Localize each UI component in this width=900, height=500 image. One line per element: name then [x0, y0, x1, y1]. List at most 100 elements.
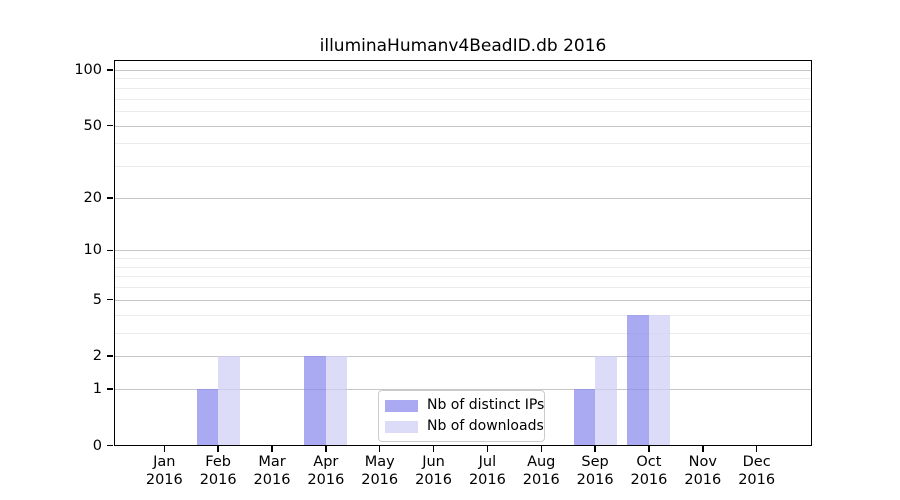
x-tick-month: Nov	[688, 454, 717, 470]
gridline-minor	[114, 98, 812, 100]
x-tick-year: 2016	[361, 472, 399, 488]
x-tick-label-dec: Dec 2016	[725, 453, 789, 489]
x-tick-month: Dec	[742, 454, 771, 470]
y-tick-mark	[107, 249, 113, 252]
bar-distinct-ips-apr	[304, 356, 326, 446]
x-tick-mark	[648, 446, 650, 452]
legend-label-downloads: Nb of downloads	[427, 418, 544, 434]
x-tick-year: 2016	[684, 472, 722, 488]
x-tick-year: 2016	[253, 472, 291, 488]
x-tick-month: Jul	[478, 454, 497, 470]
gridline-minor	[114, 111, 812, 113]
gridline-minor	[114, 287, 812, 289]
y-tick-mark	[107, 124, 113, 127]
x-tick-month: Apr	[313, 454, 339, 470]
y-tick-mark	[107, 355, 113, 357]
x-tick-label-may: May 2016	[348, 453, 412, 489]
legend-item-distinct-ips: Nb of distinct IPs	[385, 397, 544, 414]
gridline-major	[114, 299, 812, 301]
gridline-minor	[114, 87, 812, 89]
x-tick-mark	[163, 446, 166, 452]
legend-swatch-downloads-icon	[385, 420, 418, 433]
bar-distinct-ips-oct	[627, 314, 649, 446]
gridline-major	[114, 70, 812, 71]
x-tick-year: 2016	[307, 472, 345, 488]
legend: Nb of distinct IPs Nb of downloads	[378, 390, 545, 442]
x-tick-label-jun: Jun 2016	[402, 453, 466, 489]
x-tick-label-nov: Nov 2016	[671, 453, 735, 489]
y-tick-label-1: 1	[92, 381, 102, 398]
y-tick-label-5: 5	[92, 291, 102, 308]
x-tick-month: Mar	[258, 454, 286, 470]
x-tick-mark	[755, 446, 758, 452]
gridline-minor	[114, 314, 812, 316]
y-tick-mark	[107, 298, 113, 301]
x-tick-year: 2016	[630, 472, 668, 488]
gridline-minor	[114, 332, 812, 334]
gridline-minor	[114, 166, 812, 168]
x-tick-year: 2016	[576, 472, 614, 488]
legend-swatch-distinct-ips-icon	[385, 399, 418, 412]
x-tick-year: 2016	[522, 472, 560, 488]
legend-label-distinct-ips: Nb of distinct IPs	[427, 397, 545, 413]
x-tick-month: Jan	[153, 454, 176, 470]
x-tick-mark	[217, 446, 219, 452]
gridline-major	[114, 389, 812, 391]
x-tick-year: 2016	[199, 472, 237, 488]
gridline-minor	[114, 78, 812, 80]
x-tick-mark	[540, 446, 542, 452]
gridline-major	[114, 250, 812, 252]
x-tick-label-sep: Sep 2016	[563, 453, 627, 489]
x-tick-label-apr: Apr 2016	[294, 453, 358, 489]
legend-item-downloads: Nb of downloads	[385, 418, 544, 435]
y-tick-label-2: 2	[92, 348, 102, 365]
gridline-minor	[114, 143, 812, 145]
x-tick-mark	[378, 446, 381, 452]
bar-distinct-ips-sep	[573, 389, 596, 446]
y-tick-label-100: 100	[74, 62, 102, 78]
x-tick-month: Oct	[636, 454, 662, 470]
x-tick-mark	[594, 446, 596, 452]
x-tick-mark	[702, 446, 704, 452]
x-tick-month: May	[364, 454, 395, 470]
gridline-major	[114, 125, 812, 127]
x-tick-year: 2016	[738, 472, 776, 488]
gridline-minor	[114, 266, 812, 268]
x-tick-month: Feb	[205, 454, 231, 470]
x-tick-mark	[271, 446, 273, 452]
x-tick-year: 2016	[415, 472, 452, 488]
x-tick-month: Jun	[422, 454, 445, 470]
x-tick-label-feb: Feb 2016	[186, 453, 250, 489]
x-tick-label-oct: Oct 2016	[617, 453, 681, 489]
y-tick-mark	[107, 197, 113, 199]
y-tick-label-0: 0	[92, 437, 102, 454]
x-tick-label-mar: Mar 2016	[240, 453, 304, 489]
x-tick-year: 2016	[468, 472, 506, 488]
x-tick-label-jul: Jul 2016	[455, 453, 519, 489]
chart-title: illuminaHumanv4BeadID.db 2016	[319, 36, 607, 56]
bar-downloads-oct	[648, 314, 671, 446]
x-tick-mark	[432, 446, 435, 452]
x-tick-month: Sep	[581, 454, 609, 470]
y-tick-mark	[107, 69, 113, 71]
y-tick-mark	[107, 444, 113, 447]
x-tick-mark	[486, 446, 489, 452]
gridline-major	[114, 356, 812, 358]
x-tick-label-aug: Aug 2016	[509, 453, 573, 489]
bar-downloads-apr	[325, 356, 348, 446]
gridline-minor	[114, 258, 812, 260]
x-tick-mark	[325, 446, 327, 452]
y-tick-label-10: 10	[83, 242, 102, 259]
bar-downloads-sep	[595, 356, 617, 446]
bar-distinct-ips-feb	[196, 389, 219, 446]
bar-downloads-feb	[218, 356, 240, 446]
y-tick-label-50: 50	[83, 117, 102, 134]
x-tick-month: Aug	[527, 454, 556, 470]
x-tick-year: 2016	[145, 472, 183, 488]
x-tick-label-jan: Jan 2016	[132, 453, 196, 489]
gridline-minor	[114, 276, 812, 278]
y-tick-mark	[107, 388, 113, 390]
plot-area	[114, 60, 812, 446]
y-tick-label-20: 20	[83, 189, 102, 206]
